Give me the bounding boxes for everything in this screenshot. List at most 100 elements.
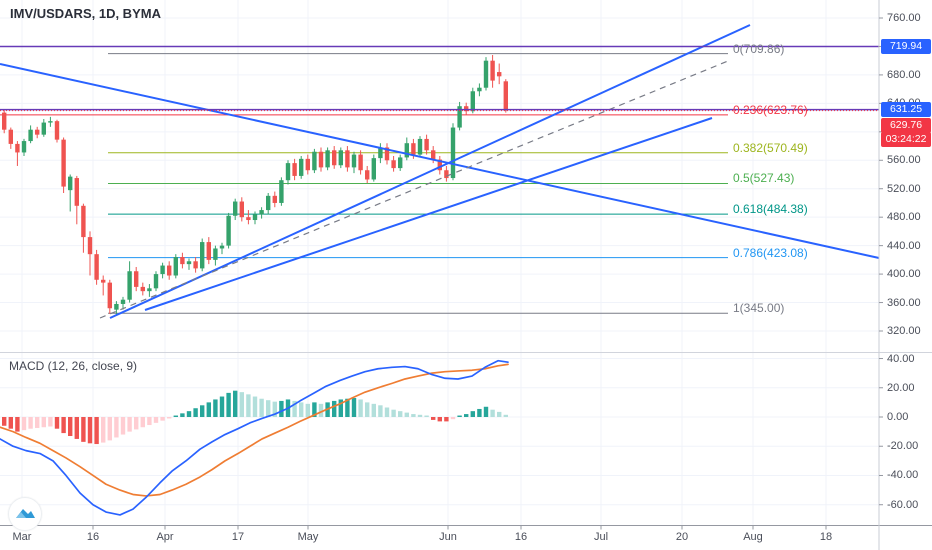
candle-down [61, 139, 66, 187]
macd-histogram-bar [312, 402, 317, 417]
macd-signal-line [0, 363, 509, 497]
candle-up [173, 257, 178, 276]
macd-histogram-bar [292, 400, 297, 417]
candle-down [206, 242, 211, 260]
macd-histogram-bar [35, 417, 40, 428]
macd-histogram-bar [219, 396, 225, 417]
candle-down [411, 143, 416, 155]
macd-histogram-bar [272, 401, 277, 417]
macd-histogram-bar [114, 417, 119, 438]
candle-up [41, 122, 46, 135]
macd-histogram-bar [226, 392, 231, 417]
macd-histogram-bar [160, 417, 165, 421]
macd-histogram-bar [318, 403, 324, 417]
macd-histogram-bar [371, 403, 376, 417]
candle-up [259, 210, 264, 215]
candle-up [470, 91, 475, 112]
macd-histogram-bar [503, 414, 508, 417]
macd-histogram-bar [299, 402, 304, 417]
candle-down [87, 237, 93, 255]
candle-down [464, 106, 469, 112]
macd-histogram-bar [2, 417, 7, 426]
candle-up [186, 261, 192, 265]
candle-up [457, 106, 462, 128]
macd-histogram-bar [213, 399, 218, 417]
candle-up [48, 121, 53, 123]
macd-histogram-bar [28, 417, 33, 429]
macd-histogram-bar [351, 397, 357, 417]
macd-histogram-bar [239, 392, 244, 417]
macd-legend[interactable]: MACD (12, 26, close, 9) [9, 359, 138, 373]
candle-down [497, 72, 502, 77]
macd-histogram-bar [483, 406, 489, 417]
candle-down [167, 265, 172, 276]
macd-histogram-bar [147, 417, 152, 426]
macd-histogram-bar [127, 417, 132, 432]
macd-histogram-bar [173, 415, 178, 417]
candle-up [450, 127, 456, 179]
candle-down [54, 121, 60, 140]
macd-histogram-bar [48, 417, 53, 427]
candle-down [345, 150, 350, 168]
macd-histogram-bar [424, 415, 429, 417]
dashed-guide-line[interactable] [99, 60, 729, 319]
macd-histogram-bar [358, 399, 363, 417]
symbol-legend[interactable]: IMV/USDARS, 1D, BYMA [10, 6, 161, 21]
macd-histogram-bar [120, 417, 126, 435]
candle-up [21, 141, 27, 153]
candle-down [35, 129, 40, 135]
macd-histogram-bar [134, 417, 139, 430]
macd-histogram-bar [398, 411, 403, 417]
macd-histogram-bar [477, 408, 482, 417]
descending-trendline[interactable] [0, 63, 880, 259]
macd-histogram-bar [206, 402, 211, 417]
candle-down [94, 254, 99, 280]
macd-histogram-bar [167, 417, 172, 419]
macd-histogram-bar [101, 417, 106, 443]
macd-histogram-bar [87, 417, 93, 444]
candle-up [325, 150, 330, 168]
candle-down [384, 147, 390, 161]
candle-up [285, 163, 291, 181]
macd-histogram-bar [450, 417, 456, 420]
candle-down [81, 205, 86, 238]
candle-up [351, 154, 357, 168]
candle-up [127, 271, 132, 300]
macd-histogram-bar [54, 417, 60, 429]
macd-histogram-bar [140, 417, 145, 428]
candle-down [140, 286, 145, 292]
macd-histogram-bar [378, 405, 383, 417]
macd-histogram-bar [233, 390, 238, 417]
macd-histogram-bar [68, 417, 73, 437]
macd-histogram-bar [279, 400, 284, 417]
candle-up [279, 180, 284, 203]
candle-down [107, 282, 112, 309]
candle-down [292, 163, 297, 176]
macd-histogram-bar [21, 417, 27, 431]
macd-histogram-bar [41, 417, 46, 428]
candle-up [160, 265, 165, 275]
macd-histogram-bar [305, 403, 310, 417]
candle-up [28, 129, 33, 142]
candle-up [378, 147, 383, 159]
broker-logo[interactable] [8, 497, 42, 531]
candle-up [226, 215, 231, 246]
macd-histogram-bar [200, 405, 205, 417]
candle-down [134, 271, 139, 287]
macd-line [0, 359, 509, 516]
macd-histogram-bar [444, 417, 449, 422]
candle-up [147, 288, 152, 292]
ascending-trendline-steep[interactable] [109, 24, 751, 319]
candle-down [424, 138, 429, 151]
ascending-trendline[interactable] [144, 117, 713, 311]
candle-down [246, 217, 251, 221]
macd-histogram-bar [417, 414, 423, 417]
candle-up [120, 299, 126, 304]
candle-up [153, 274, 159, 289]
macd-histogram-bar [391, 409, 396, 417]
macd-histogram-bar [186, 411, 192, 417]
candle-down [332, 150, 337, 166]
macd-histogram-bar [252, 396, 258, 417]
